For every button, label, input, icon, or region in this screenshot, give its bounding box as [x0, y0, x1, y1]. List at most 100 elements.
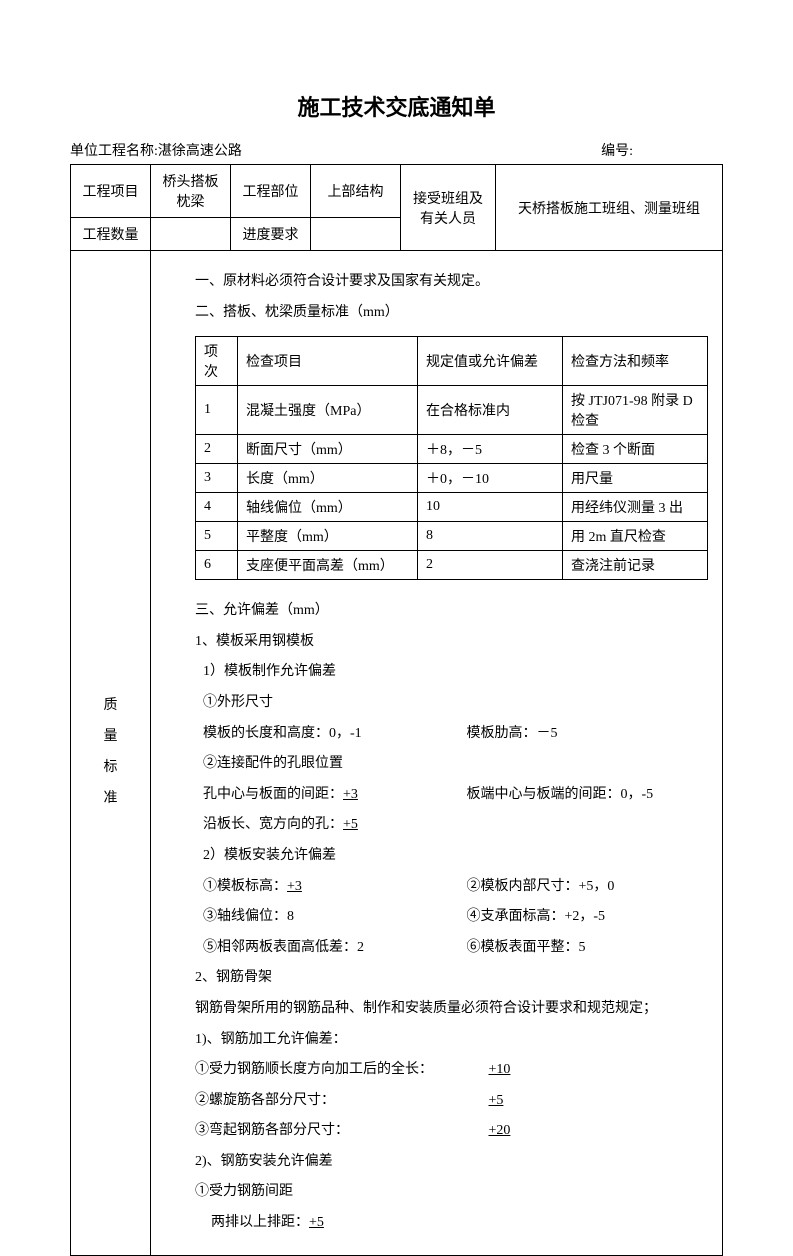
- text: 两排以上排距：: [211, 1215, 309, 1230]
- table-row: 2 断面尺寸（mm） ＋8，－5 检查 3 个断面: [196, 435, 708, 464]
- text: ⑤相邻两板表面高低差：2: [203, 935, 463, 962]
- td: 检查 3 个断面: [563, 435, 708, 464]
- text: ③弯起钢筋各部分尺寸：: [195, 1118, 485, 1145]
- text: 孔中心与板面的间距：+3: [203, 782, 463, 809]
- para: ①受力钢筋顺长度方向加工后的全长： +10: [195, 1057, 708, 1084]
- td: 断面尺寸（mm）: [238, 435, 418, 464]
- td: 10: [418, 493, 563, 522]
- para: ①受力钢筋间距: [195, 1179, 708, 1206]
- inner-table: 项次 检查项目 规定值或允许偏差 检查方法和频率 1 混凝土强度（MPa） 在合…: [195, 336, 708, 580]
- text: ①受力钢筋顺长度方向加工后的全长：: [195, 1057, 485, 1084]
- para: 钢筋骨架所用的钢筋品种、制作和安装质量必须符合设计要求和规范规定；: [195, 996, 708, 1023]
- side-label-text: 质量标准: [104, 698, 118, 805]
- section-1: 一、原材料必须符合设计要求及国家有关规定。: [195, 269, 708, 296]
- text: ①模板标高：: [203, 879, 287, 894]
- td: 用 2m 直尺检查: [563, 522, 708, 551]
- td: 长度（mm）: [238, 464, 418, 493]
- text: +5: [343, 817, 358, 832]
- table-row: 6 支座便平面高差（mm） 2 查浇注前记录: [196, 551, 708, 580]
- info-cell: [151, 218, 231, 251]
- td: 按 JTJ071-98 附录 D 检查: [563, 386, 708, 435]
- info-cell: 桥头搭板枕梁: [151, 165, 231, 218]
- unit-label: 单位工程名称:: [70, 144, 158, 159]
- text: +5: [489, 1093, 504, 1108]
- th: 规定值或允许偏差: [418, 337, 563, 386]
- unit-value: 湛徐高速公路: [158, 144, 242, 159]
- td: 5: [196, 522, 238, 551]
- text: ①模板标高：+3: [203, 874, 463, 901]
- para: 2)、钢筋安装允许偏差: [195, 1149, 708, 1176]
- text: +3: [343, 787, 358, 802]
- text: ④支承面标高：+2，-5: [467, 909, 606, 924]
- text: ②螺旋筋各部分尺寸：: [195, 1088, 485, 1115]
- td: 8: [418, 522, 563, 551]
- side-label: 质量标准: [71, 251, 151, 1256]
- text: ③轴线偏位：8: [203, 904, 463, 931]
- main-table: 工程项目 桥头搭板枕梁 工程部位 上部结构 接受班组及有关人员 天桥搭板施工班组…: [70, 164, 723, 1256]
- content-area: 一、原材料必须符合设计要求及国家有关规定。 二、搭板、枕梁质量标准（mm） 项次…: [151, 251, 723, 1256]
- para: 沿板长、宽方向的孔：+5: [203, 812, 708, 839]
- text: +10: [489, 1062, 511, 1077]
- td: 用尺量: [563, 464, 708, 493]
- text: 板端中心与板端的间距：0，-5: [467, 787, 654, 802]
- para: ②连接配件的孔眼位置: [203, 751, 708, 778]
- para: ①外形尺寸: [203, 690, 708, 717]
- unit-name: 单位工程名称:湛徐高速公路: [70, 140, 242, 160]
- info-cell: 进度要求: [231, 218, 311, 251]
- info-cell: 上部结构: [311, 165, 401, 218]
- th: 检查项目: [238, 337, 418, 386]
- table-header-row: 项次 检查项目 规定值或允许偏差 检查方法和频率: [196, 337, 708, 386]
- td: 3: [196, 464, 238, 493]
- info-cell: 天桥搭板施工班组、测量班组: [496, 165, 723, 251]
- th: 项次: [196, 337, 238, 386]
- text: 模板肋高：－5: [467, 726, 558, 741]
- para: 1、模板采用钢模板: [195, 629, 708, 656]
- para: 1）模板制作允许偏差: [203, 659, 708, 686]
- td: 2: [418, 551, 563, 580]
- para: ③轴线偏位：8 ④支承面标高：+2，-5: [203, 904, 708, 931]
- text: ⑥模板表面平整：5: [467, 940, 586, 955]
- info-cell: 接受班组及有关人员: [401, 165, 496, 251]
- td: 1: [196, 386, 238, 435]
- para: 孔中心与板面的间距：+3 板端中心与板端的间距：0，-5: [203, 782, 708, 809]
- para: 两排以上排距：+5: [211, 1210, 708, 1237]
- td: 查浇注前记录: [563, 551, 708, 580]
- text: 沿板长、宽方向的孔：: [203, 817, 343, 832]
- info-cell: 工程数量: [71, 218, 151, 251]
- td: ＋8，－5: [418, 435, 563, 464]
- td: 支座便平面高差（mm）: [238, 551, 418, 580]
- header-line: 单位工程名称:湛徐高速公路 编号:: [70, 140, 723, 160]
- content-row: 质量标准 一、原材料必须符合设计要求及国家有关规定。 二、搭板、枕梁质量标准（m…: [71, 251, 723, 1256]
- table-row: 3 长度（mm） ＋0，－10 用尺量: [196, 464, 708, 493]
- text: 孔中心与板面的间距：: [203, 787, 343, 802]
- section-3: 三、允许偏差（mm）: [195, 598, 708, 625]
- document-title: 施工技术交底通知单: [70, 90, 723, 122]
- td: 轴线偏位（mm）: [238, 493, 418, 522]
- text: 模板的长度和高度：0，-1: [203, 721, 463, 748]
- info-cell: 工程部位: [231, 165, 311, 218]
- text: +3: [287, 879, 302, 894]
- td: 用经纬仪测量 3 出: [563, 493, 708, 522]
- para: ①模板标高：+3 ②模板内部尺寸：+5，0: [203, 874, 708, 901]
- info-cell: [311, 218, 401, 251]
- text: +20: [489, 1123, 511, 1138]
- table-row: 5 平整度（mm） 8 用 2m 直尺检查: [196, 522, 708, 551]
- table-row: 4 轴线偏位（mm） 10 用经纬仪测量 3 出: [196, 493, 708, 522]
- para: ③弯起钢筋各部分尺寸： +20: [195, 1118, 708, 1145]
- para: 模板的长度和高度：0，-1 模板肋高：－5: [203, 721, 708, 748]
- number-label: 编号:: [601, 140, 633, 160]
- td: 平整度（mm）: [238, 522, 418, 551]
- td: 4: [196, 493, 238, 522]
- td: 在合格标准内: [418, 386, 563, 435]
- table-row: 1 混凝土强度（MPa） 在合格标准内 按 JTJ071-98 附录 D 检查: [196, 386, 708, 435]
- td: 混凝土强度（MPa）: [238, 386, 418, 435]
- th: 检查方法和频率: [563, 337, 708, 386]
- section-2: 二、搭板、枕梁质量标准（mm）: [195, 300, 708, 327]
- para: 1)、钢筋加工允许偏差：: [195, 1027, 708, 1054]
- para: 2）模板安装允许偏差: [203, 843, 708, 870]
- text: ②模板内部尺寸：+5，0: [467, 879, 615, 894]
- info-row-1: 工程项目 桥头搭板枕梁 工程部位 上部结构 接受班组及有关人员 天桥搭板施工班组…: [71, 165, 723, 218]
- para: ⑤相邻两板表面高低差：2 ⑥模板表面平整：5: [203, 935, 708, 962]
- para: ②螺旋筋各部分尺寸： +5: [195, 1088, 708, 1115]
- td: 2: [196, 435, 238, 464]
